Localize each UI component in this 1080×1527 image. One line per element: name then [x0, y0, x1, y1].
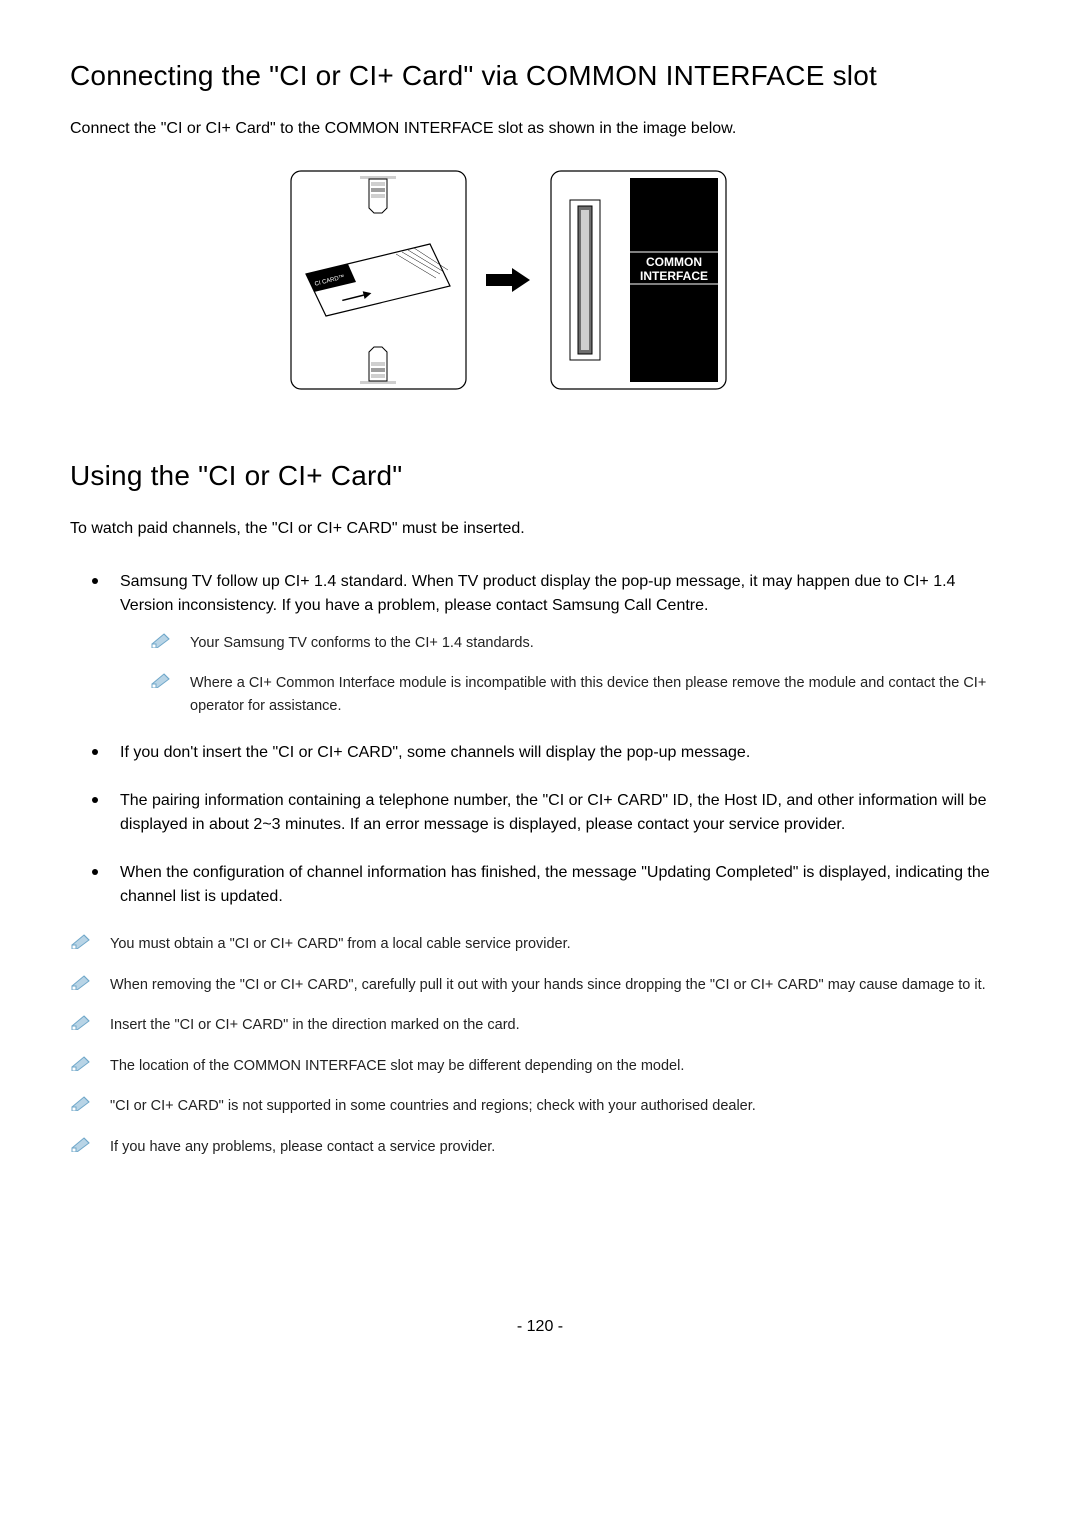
pencil-icon	[70, 933, 92, 951]
diagram-container: CI CARD™	[70, 170, 1010, 390]
note-item: You must obtain a "CI or CI+ CARD" from …	[70, 933, 1010, 955]
note-text: If you have any problems, please contact…	[110, 1139, 495, 1155]
note-item: If you have any problems, please contact…	[70, 1136, 1010, 1158]
bullet-list: Samsung TV follow up CI+ 1.4 standard. W…	[70, 570, 1010, 909]
ci-card-diagram: CI CARD™	[290, 170, 790, 390]
pencil-icon	[70, 1136, 92, 1154]
bullet-text: When the configuration of channel inform…	[120, 864, 990, 905]
pencil-icon	[70, 974, 92, 992]
note-text: "CI or CI+ CARD" is not supported in som…	[110, 1098, 756, 1114]
pencil-icon	[70, 1055, 92, 1073]
bullet-text: If you don't insert the "CI or CI+ CARD"…	[120, 744, 750, 761]
page: Connecting the "CI or CI+ Card" via COMM…	[0, 0, 1080, 1376]
note-item: The location of the COMMON INTERFACE slo…	[70, 1055, 1010, 1077]
slot-label-line2: INTERFACE	[640, 269, 708, 283]
pencil-icon	[70, 1095, 92, 1113]
bullet-text: Samsung TV follow up CI+ 1.4 standard. W…	[120, 573, 955, 614]
note-text: You must obtain a "CI or CI+ CARD" from …	[110, 936, 571, 952]
note-text: Your Samsung TV conforms to the CI+ 1.4 …	[190, 635, 534, 651]
slot-label-line1: COMMON	[646, 255, 702, 269]
page-number: - 120 -	[70, 1318, 1010, 1336]
bullet-item: If you don't insert the "CI or CI+ CARD"…	[100, 741, 1010, 765]
note-item: Your Samsung TV conforms to the CI+ 1.4 …	[150, 632, 1010, 654]
bullet-item: The pairing information containing a tel…	[100, 789, 1010, 837]
note-item: Where a CI+ Common Interface module is i…	[150, 672, 1010, 717]
bullet-text: The pairing information containing a tel…	[120, 792, 986, 833]
note-text: Insert the "CI or CI+ CARD" in the direc…	[110, 1017, 520, 1033]
section2-intro: To watch paid channels, the "CI or CI+ C…	[70, 520, 1010, 538]
sub-note-list: Your Samsung TV conforms to the CI+ 1.4 …	[120, 632, 1010, 717]
note-item: "CI or CI+ CARD" is not supported in som…	[70, 1095, 1010, 1117]
section2-title: Using the "CI or CI+ Card"	[70, 460, 1010, 492]
note-text: Where a CI+ Common Interface module is i…	[190, 675, 986, 713]
pencil-icon	[150, 632, 172, 650]
pencil-icon	[70, 1014, 92, 1032]
bullet-item: When the configuration of channel inform…	[100, 861, 1010, 909]
note-text: When removing the "CI or CI+ CARD", care…	[110, 977, 986, 993]
note-item: When removing the "CI or CI+ CARD", care…	[70, 974, 1010, 996]
note-item: Insert the "CI or CI+ CARD" in the direc…	[70, 1014, 1010, 1036]
note-text: The location of the COMMON INTERFACE slo…	[110, 1058, 684, 1074]
section1-title: Connecting the "CI or CI+ Card" via COMM…	[70, 60, 1010, 92]
pencil-icon	[150, 672, 172, 690]
outer-note-list: You must obtain a "CI or CI+ CARD" from …	[70, 933, 1010, 1158]
section1-intro: Connect the "CI or CI+ Card" to the COMM…	[70, 120, 1010, 138]
bullet-item: Samsung TV follow up CI+ 1.4 standard. W…	[100, 570, 1010, 717]
